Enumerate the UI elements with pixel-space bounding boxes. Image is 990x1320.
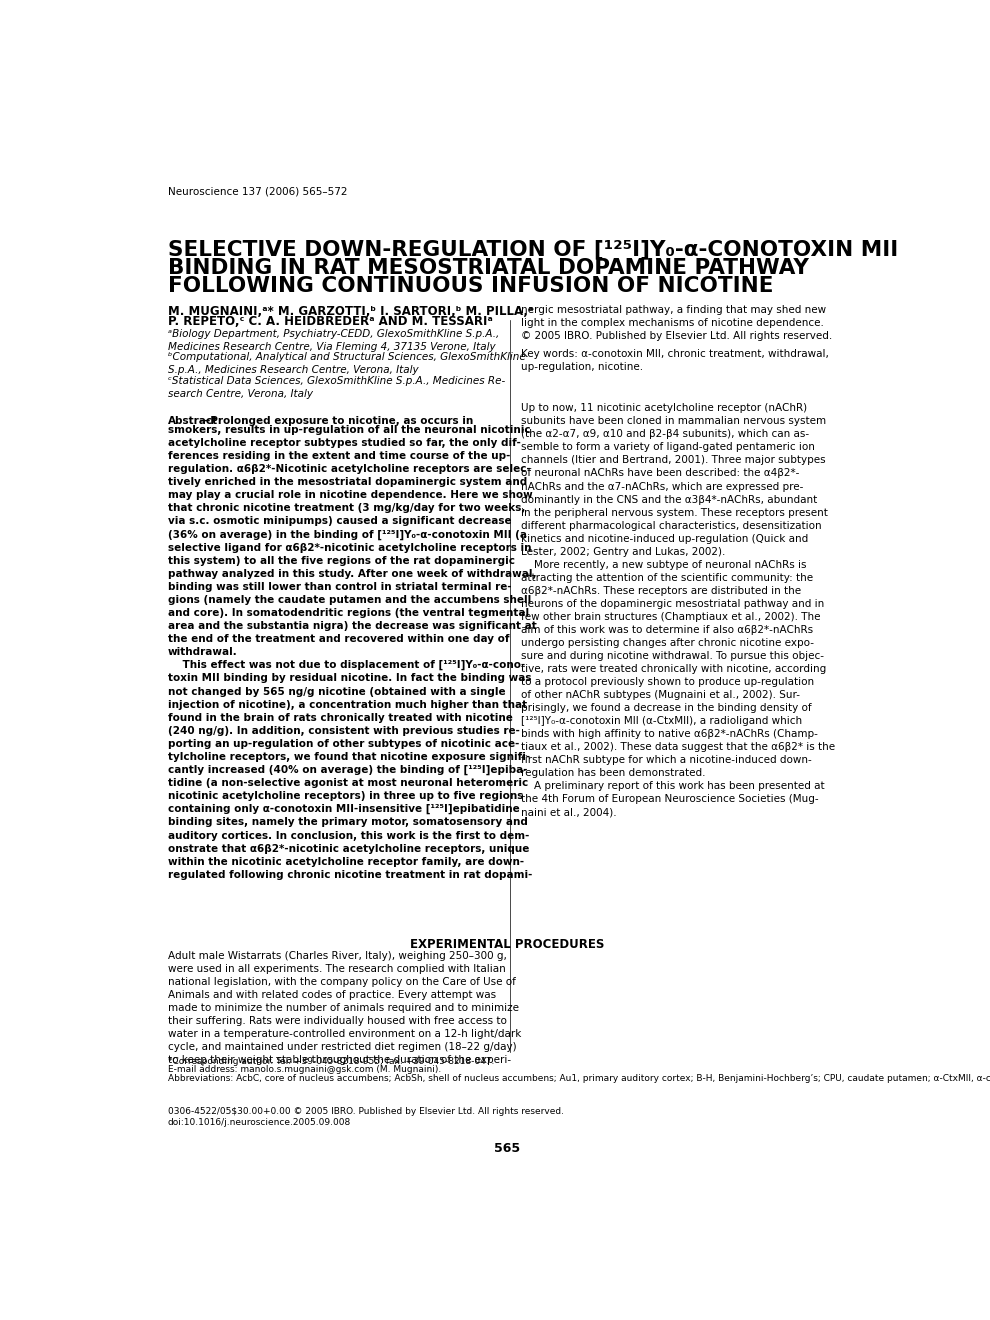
Text: FOLLOWING CONTINUOUS INFUSION OF NICOTINE: FOLLOWING CONTINUOUS INFUSION OF NICOTIN… [168,276,773,296]
Text: Abstract: Abstract [168,416,218,426]
Text: ᶜStatistical Data Sciences, GlexoSmithKline S.p.A., Medicines Re-
search Centre,: ᶜStatistical Data Sciences, GlexoSmithKl… [168,376,505,399]
Text: Key words: α-conotoxin MII, chronic treatment, withdrawal,
up-regulation, nicoti: Key words: α-conotoxin MII, chronic trea… [522,350,830,372]
Text: ᵇComputational, Analytical and Structural Sciences, GlexoSmithKline
S.p.A., Medi: ᵇComputational, Analytical and Structura… [168,352,526,375]
Text: P. REPETO,ᶜ C. A. HEIDBREDERᵃ AND M. TESSARIᵃ: P. REPETO,ᶜ C. A. HEIDBREDERᵃ AND M. TES… [168,315,493,329]
Text: *Corresponding author. Tel: +39-045-8218-955; fax: +39-045-8218-047.: *Corresponding author. Tel: +39-045-8218… [168,1057,494,1067]
Text: Neuroscience 137 (2006) 565–572: Neuroscience 137 (2006) 565–572 [168,187,347,197]
Text: SELECTIVE DOWN-REGULATION OF [¹²⁵I]Y₀-α-CONOTOXIN MII: SELECTIVE DOWN-REGULATION OF [¹²⁵I]Y₀-α-… [168,239,898,259]
Text: smokers, results in up-regulation of all the neuronal nicotinic
acetylcholine re: smokers, results in up-regulation of all… [168,425,537,879]
Text: BINDING IN RAT MESOSTRIATAL DOPAMINE PATHWAY: BINDING IN RAT MESOSTRIATAL DOPAMINE PAT… [168,257,809,277]
Text: M. MUGNAINI,ᵃ* M. GARZOTTI,ᵇ I. SARTORI,ᵇ M. PILLA,ᵃ: M. MUGNAINI,ᵃ* M. GARZOTTI,ᵇ I. SARTORI,… [168,305,534,318]
Text: Abbreviations: AcbC, core of nucleus accumbens; AcbSh, shell of nucleus accumben: Abbreviations: AcbC, core of nucleus acc… [168,1074,990,1082]
Text: 565: 565 [494,1143,521,1155]
Text: ᵃBiology Department, Psychiatry-CEDD, GlexoSmithKline S.p.A.,
Medicines Research: ᵃBiology Department, Psychiatry-CEDD, Gl… [168,330,499,352]
Text: Up to now, 11 nicotinic acetylcholine receptor (nAChR)
subunits have been cloned: Up to now, 11 nicotinic acetylcholine re… [522,404,836,817]
Text: Adult male Wistarrats (Charles River, Italy), weighing 250–300 g,
were used in a: Adult male Wistarrats (Charles River, It… [168,950,522,1065]
Text: E-mail address: manolo.s.mugnaini@gsk.com (M. Mugnaini).: E-mail address: manolo.s.mugnaini@gsk.co… [168,1065,442,1073]
Text: 0306-4522/05$30.00+0.00 © 2005 IBRO. Published by Elsevier Ltd. All rights reser: 0306-4522/05$30.00+0.00 © 2005 IBRO. Pub… [168,1107,564,1127]
Text: —Prolonged exposure to nicotine, as occurs in: —Prolonged exposure to nicotine, as occu… [200,416,474,426]
Text: EXPERIMENTAL PROCEDURES: EXPERIMENTAL PROCEDURES [410,939,605,952]
Text: nergic mesostriatal pathway, a finding that may shed new
light in the complex me: nergic mesostriatal pathway, a finding t… [522,305,833,341]
